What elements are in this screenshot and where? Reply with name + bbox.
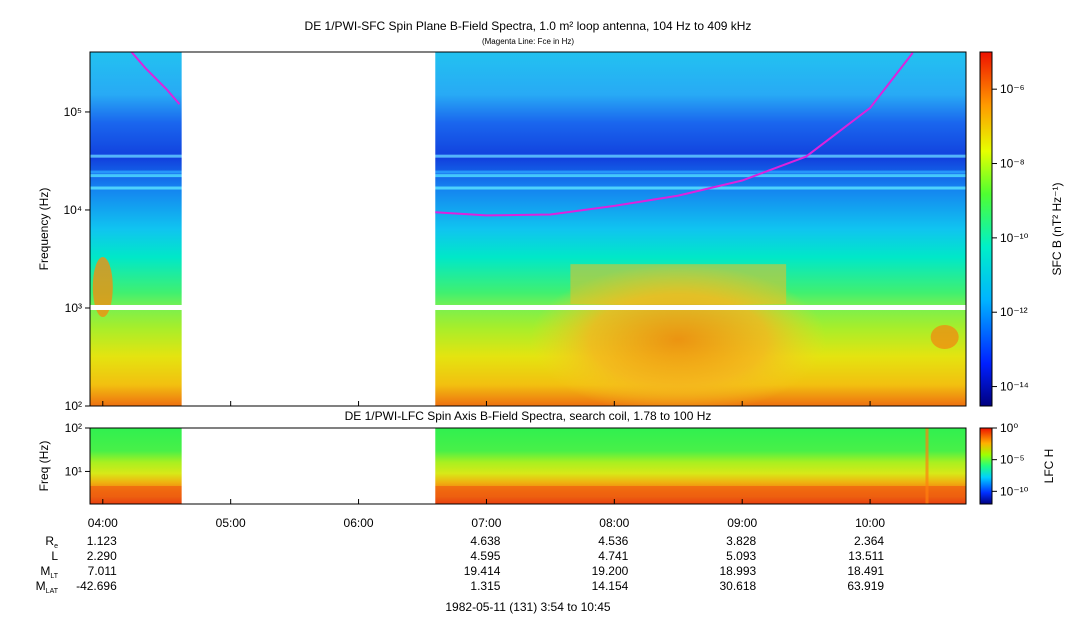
sfc-y-tick-label: 10⁴ (63, 203, 82, 217)
fce-line-segment (435, 52, 914, 217)
fce-line-segment (130, 52, 181, 105)
lfc-burst-stripe (925, 428, 929, 504)
lfc-colorbar-tick-label: 10⁻¹⁰ (1000, 484, 1029, 498)
ephemeris-value: 14.154 (592, 579, 629, 593)
sfc-interference-line (90, 186, 966, 190)
lfc-y-axis-label: Freq (Hz) (37, 441, 51, 492)
ephemeris-value: 30.618 (720, 579, 757, 593)
sfc-colorbar-tick-label: 10⁻⁶ (1000, 82, 1025, 96)
lfc-colorbar (979, 427, 993, 505)
sfc-late-burst (930, 325, 959, 349)
lfc-colorbar-tick-label: 10⁰ (1000, 421, 1018, 435)
ephemeris-table: Re 1.123 4.638 4.536 3.828 2.364 L 2.290 4.595 4.… (36, 534, 885, 595)
ephemeris-value: 19.200 (592, 564, 629, 578)
sfc-colorbar-label: SFC B (nT² Hz⁻¹) (1050, 183, 1064, 276)
ephemeris-value: 3.828 (726, 534, 756, 548)
sfc-interference-line (90, 174, 966, 178)
time-tick-label: 09:00 (727, 516, 757, 530)
lfc-plot-frame (89, 427, 967, 505)
sfc-subtitle: (Magenta Line: Fce in Hz) (482, 37, 574, 46)
ephemeris-row-label: MLT (40, 564, 58, 580)
sfc-colorbar-tick-label: 10⁻¹² (1000, 305, 1028, 319)
ephemeris-value: -42.696 (76, 579, 117, 593)
lfc-colorbar-label: LFC H (1042, 449, 1056, 484)
ephemeris-value: 2.290 (87, 549, 117, 563)
lfc-y-axis: 10¹ 10² (65, 421, 90, 478)
sfc-emission-band-top (570, 264, 787, 305)
ephemeris-value: 1.315 (470, 579, 500, 593)
sfc-colorbar-tick-label: 10⁻¹⁴ (1000, 380, 1029, 394)
ephemeris-row-label: MLAT (36, 579, 59, 595)
time-range-caption: 1982-05-11 (131) 3:54 to 10:45 (445, 600, 611, 614)
sfc-y-tick-label: 10² (65, 399, 82, 413)
time-tick-label: 06:00 (344, 516, 374, 530)
sfc-colorbar-axis: 10⁻⁶ 10⁻⁸ 10⁻¹⁰ 10⁻¹² 10⁻¹⁴ (992, 82, 1029, 394)
ephemeris-row-label: Re (45, 534, 58, 550)
ephemeris-value: 13.511 (848, 549, 884, 563)
sfc-title: DE 1/PWI-SFC Spin Plane B-Field Spectra,… (305, 19, 752, 33)
sfc-colorbar-tick-label: 10⁻¹⁰ (1000, 231, 1029, 245)
sfc-interference-line (90, 170, 966, 174)
ephemeris-value: 2.364 (854, 534, 884, 548)
lfc-data-gap (181, 428, 436, 504)
time-tick-label: 08:00 (599, 516, 629, 530)
lfc-colorbar-tick-label: 10⁻⁵ (1000, 453, 1025, 467)
ephemeris-value: 18.491 (847, 564, 884, 578)
time-tick-label: 10:00 (855, 516, 885, 530)
sfc-early-burst (92, 257, 113, 317)
ephemeris-value: 4.741 (598, 549, 628, 563)
time-tick-label: 07:00 (471, 516, 501, 530)
ephemeris-value: 4.595 (470, 549, 500, 563)
sfc-spectrogram-panel (90, 52, 966, 406)
sfc-y-axis-label: Frequency (Hz) (37, 188, 51, 271)
lfc-y-tick-label: 10² (65, 421, 82, 435)
ephemeris-row-label: L (51, 549, 58, 563)
ephemeris-value: 7.011 (88, 564, 117, 578)
sfc-interference-line (90, 154, 966, 158)
time-tick-label: 05:00 (216, 516, 246, 530)
time-tick-label: 04:00 (88, 516, 118, 530)
sfc-y-tick-label: 10³ (65, 301, 82, 315)
sfc-colorbar-tick-label: 10⁻⁸ (1000, 157, 1025, 171)
ephemeris-value: 5.093 (726, 549, 756, 563)
time-axis: 04:00 05:00 06:00 07:00 08:00 09:00 10:00 (88, 401, 885, 530)
lfc-title: DE 1/PWI-LFC Spin Axis B-Field Spectra, … (345, 409, 712, 423)
lfc-colorbar-axis: 10⁰ 10⁻⁵ 10⁻¹⁰ (992, 421, 1029, 498)
sfc-band-gap (90, 304, 966, 310)
ephemeris-value: 1.123 (87, 534, 117, 548)
sfc-data-gap (181, 52, 436, 406)
sfc-y-tick-label: 10⁵ (64, 105, 82, 119)
ephemeris-value: 4.536 (598, 534, 628, 548)
ephemeris-value: 4.638 (470, 534, 500, 548)
ephemeris-value: 18.993 (720, 564, 757, 578)
sfc-y-axis: 10² 10³ 10⁴ 10⁵ (63, 105, 90, 413)
ephemeris-value: 63.919 (847, 579, 884, 593)
lfc-low-freq-band (90, 486, 966, 496)
lfc-spectrogram-panel (90, 428, 966, 504)
ephemeris-value: 19.414 (464, 564, 501, 578)
sfc-colorbar (979, 51, 993, 407)
lfc-y-tick-label: 10¹ (65, 464, 82, 478)
sfc-plot-frame (89, 51, 967, 407)
